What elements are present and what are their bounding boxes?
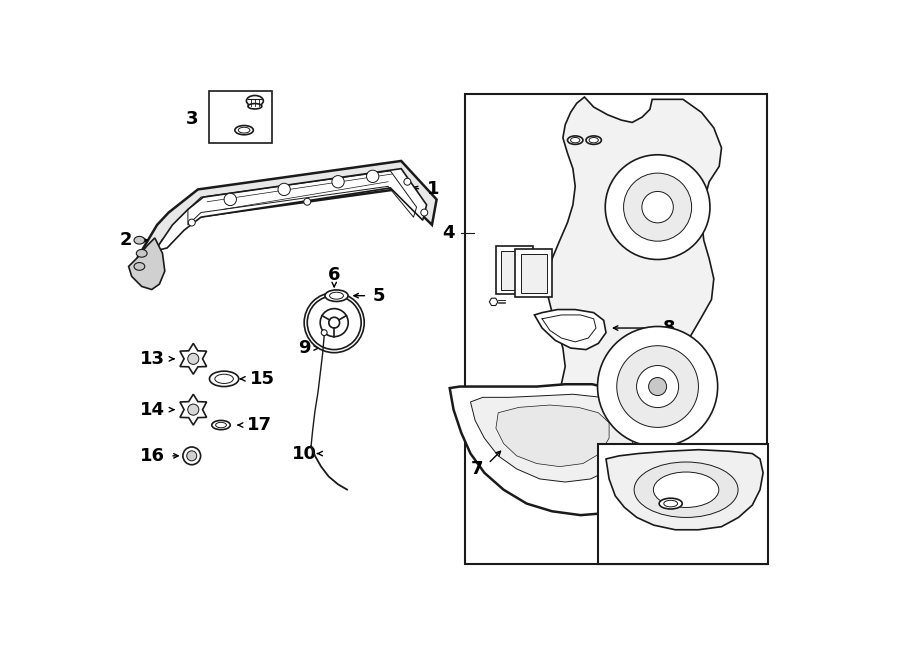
- Circle shape: [321, 330, 327, 336]
- Ellipse shape: [235, 126, 254, 135]
- Ellipse shape: [653, 472, 719, 508]
- Circle shape: [366, 170, 379, 182]
- Circle shape: [224, 193, 237, 206]
- Text: 16: 16: [140, 447, 165, 465]
- Ellipse shape: [136, 249, 147, 257]
- Ellipse shape: [634, 462, 738, 518]
- Circle shape: [598, 327, 717, 447]
- Ellipse shape: [238, 128, 250, 133]
- Text: 11: 11: [604, 539, 629, 557]
- Ellipse shape: [134, 237, 145, 244]
- Ellipse shape: [212, 420, 230, 430]
- Text: 9: 9: [299, 339, 311, 357]
- Circle shape: [404, 178, 410, 185]
- Polygon shape: [496, 405, 609, 467]
- Circle shape: [188, 404, 199, 415]
- Polygon shape: [547, 97, 722, 469]
- Circle shape: [616, 346, 698, 428]
- Polygon shape: [129, 238, 165, 290]
- Ellipse shape: [571, 137, 580, 143]
- Polygon shape: [471, 394, 634, 482]
- Polygon shape: [138, 161, 436, 269]
- Text: 12: 12: [712, 502, 736, 520]
- Circle shape: [605, 155, 710, 260]
- Circle shape: [186, 451, 197, 461]
- Text: 2: 2: [119, 231, 131, 249]
- Bar: [515, 249, 552, 297]
- Circle shape: [304, 198, 310, 205]
- Circle shape: [188, 353, 199, 364]
- Ellipse shape: [329, 292, 344, 299]
- Text: 14: 14: [140, 401, 165, 418]
- Ellipse shape: [248, 104, 262, 109]
- Bar: [209, 91, 272, 143]
- Ellipse shape: [590, 137, 598, 143]
- Text: 6: 6: [328, 266, 340, 284]
- Ellipse shape: [216, 422, 227, 428]
- Bar: [598, 444, 768, 564]
- Text: 3: 3: [185, 110, 198, 128]
- Text: 5: 5: [373, 287, 385, 305]
- Bar: [520, 254, 546, 293]
- Text: 7: 7: [471, 460, 482, 478]
- Ellipse shape: [664, 500, 678, 507]
- Text: 8: 8: [663, 319, 676, 337]
- Circle shape: [278, 183, 291, 196]
- Polygon shape: [180, 394, 207, 425]
- Text: 10: 10: [292, 445, 317, 463]
- Circle shape: [649, 377, 667, 395]
- Circle shape: [642, 192, 673, 223]
- Ellipse shape: [134, 262, 145, 270]
- Bar: [501, 251, 527, 290]
- Polygon shape: [535, 309, 606, 350]
- Ellipse shape: [247, 95, 264, 106]
- Text: 15: 15: [249, 370, 274, 388]
- Circle shape: [188, 219, 195, 226]
- Circle shape: [624, 173, 691, 241]
- Circle shape: [328, 317, 339, 328]
- Circle shape: [636, 366, 679, 408]
- Ellipse shape: [325, 290, 348, 301]
- Circle shape: [183, 447, 201, 465]
- Polygon shape: [450, 384, 663, 515]
- Text: 1: 1: [427, 180, 439, 198]
- Polygon shape: [606, 449, 763, 529]
- Text: 13: 13: [140, 350, 165, 368]
- Text: 17: 17: [248, 416, 272, 434]
- Circle shape: [320, 309, 348, 336]
- Polygon shape: [155, 169, 427, 251]
- Bar: [496, 247, 533, 294]
- Circle shape: [307, 295, 361, 350]
- Circle shape: [421, 209, 428, 216]
- Ellipse shape: [568, 136, 583, 144]
- Ellipse shape: [586, 136, 601, 144]
- Polygon shape: [180, 344, 207, 374]
- Circle shape: [640, 472, 649, 481]
- Ellipse shape: [659, 498, 682, 509]
- Polygon shape: [490, 298, 498, 305]
- Ellipse shape: [215, 374, 233, 383]
- Circle shape: [332, 176, 344, 188]
- Ellipse shape: [210, 371, 239, 387]
- Bar: [465, 94, 767, 564]
- Text: 4: 4: [443, 223, 455, 241]
- Circle shape: [304, 293, 365, 353]
